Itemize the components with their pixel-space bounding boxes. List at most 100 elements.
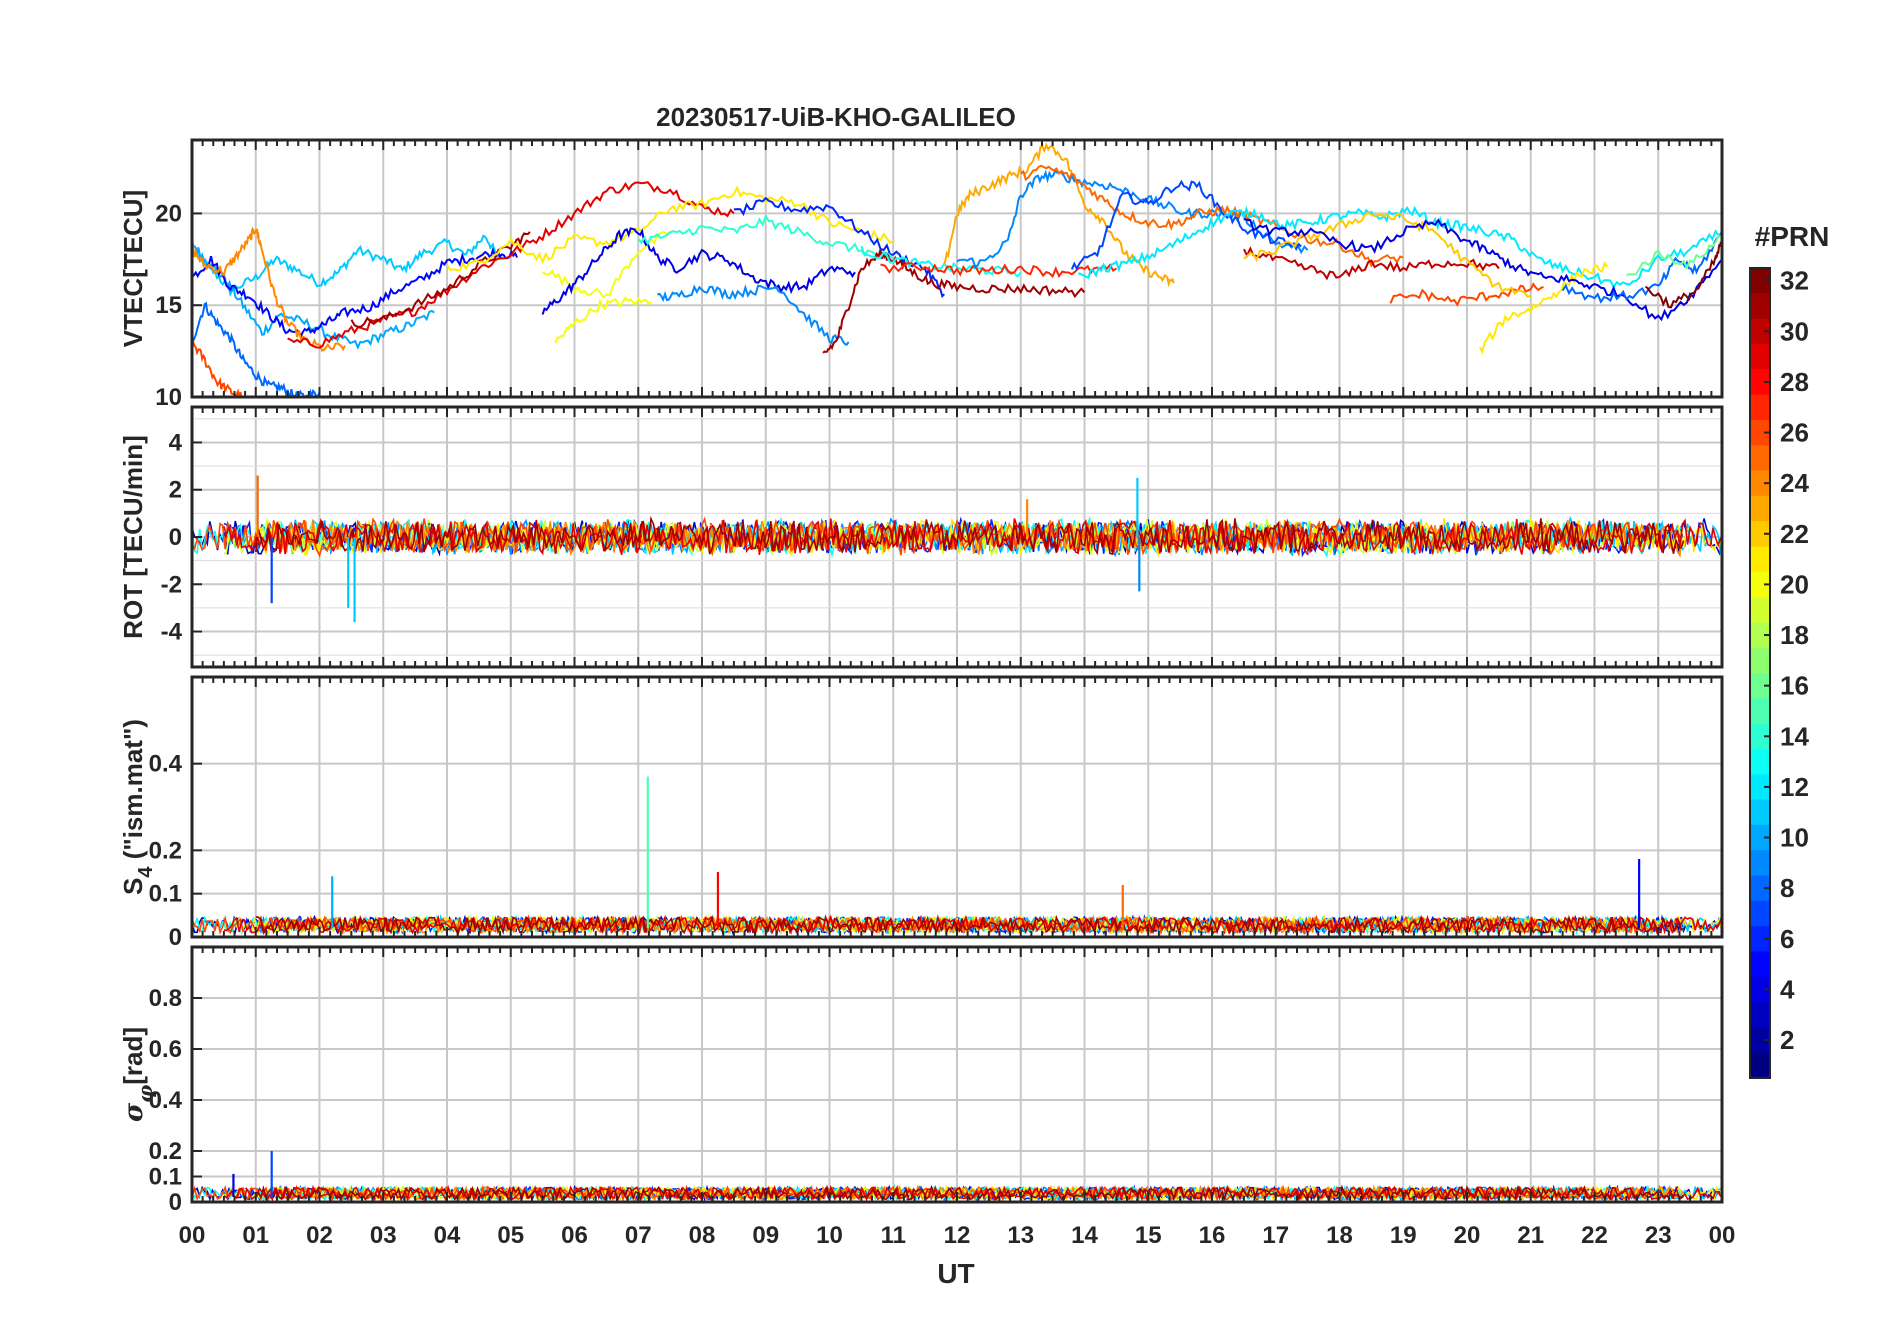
grid-sigma_phi xyxy=(192,947,1722,1202)
ytick-rot: 4 xyxy=(169,429,183,456)
xtick-label: 13 xyxy=(1007,1222,1034,1249)
colorbar-tick: 24 xyxy=(1780,468,1809,498)
grid-s4 xyxy=(192,677,1722,937)
colorbar-tick: 16 xyxy=(1780,671,1809,701)
vtec-series-prn-22 xyxy=(1243,211,1531,298)
vtec-series-prn-25 xyxy=(1020,164,1404,268)
ytick-sigma_phi: 0.2 xyxy=(149,1138,182,1165)
vtec-series-prn-16 xyxy=(1626,234,1722,277)
ytick-s4: 0.2 xyxy=(149,837,182,864)
vtec-series-prn-30 xyxy=(1243,246,1500,281)
xtick-label: 19 xyxy=(1390,1222,1417,1249)
sigma_phi-trace-prn-29 xyxy=(223,1184,1722,1202)
colorbar-tick: 26 xyxy=(1780,418,1809,448)
ytick-rot: 2 xyxy=(169,477,182,504)
xtick-label: 10 xyxy=(816,1222,843,1249)
ylabel-rot: ROT [TECU/min] xyxy=(118,435,148,639)
chart-title: 20230517-UiB-KHO-GALILEO xyxy=(656,102,1016,132)
vtec-series-prn-12 xyxy=(1077,205,1722,290)
xtick-label: 16 xyxy=(1199,1222,1226,1249)
ytick-rot: -2 xyxy=(161,571,182,598)
minor-ticks-rot xyxy=(191,407,1723,667)
ytick-vtec: 15 xyxy=(155,292,182,319)
ytick-sigma_phi: 0.1 xyxy=(149,1164,182,1191)
xtick-label: 23 xyxy=(1645,1222,1672,1249)
vtec-series-prn-14 xyxy=(637,213,895,260)
colorbar-tick: 32 xyxy=(1780,266,1809,296)
minor-ticks-sigma_phi xyxy=(191,947,1723,1202)
vtec-series-prn-8 xyxy=(1561,231,1722,304)
colorbar-label: #PRN xyxy=(1755,221,1830,252)
panel-s4: 0 0.1 0.2 0.4S4 ("ism.mat") xyxy=(118,675,1724,951)
xtick-label: 18 xyxy=(1326,1222,1353,1249)
xtick-label: 05 xyxy=(497,1222,524,1249)
xtick-label: 14 xyxy=(1071,1222,1098,1249)
xtick-label: 06 xyxy=(561,1222,588,1249)
ytick-rot: 0 xyxy=(169,524,182,551)
traces-vtec xyxy=(192,142,1722,397)
vtec-series-prn-7 xyxy=(1070,179,1302,271)
ytick-vtec: 10 xyxy=(155,384,182,411)
colorbar-tick: 14 xyxy=(1780,721,1809,751)
vtec-series-prn-10 xyxy=(192,239,435,350)
xtick-label: 17 xyxy=(1262,1222,1289,1249)
vtec-series-prn-20 xyxy=(554,296,652,344)
vtec-series-prn-11 xyxy=(192,234,499,297)
xtick-label: 15 xyxy=(1135,1222,1162,1249)
minor-ticks-vtec xyxy=(191,140,1723,397)
xtick-label: 12 xyxy=(944,1222,971,1249)
traces-rot xyxy=(192,475,1722,623)
ytick-rot: -4 xyxy=(161,619,183,646)
ytick-vtec: 20 xyxy=(155,200,182,227)
ylabel-sigma-phi: σφ[rad] xyxy=(118,1027,157,1122)
vtec-series-prn-21 xyxy=(1478,261,1609,355)
vtec-series-prn-21 xyxy=(446,185,894,272)
colorbar-tick: 10 xyxy=(1780,823,1809,853)
vtec-series-prn-27 xyxy=(880,262,1117,279)
colorbar-tick: 22 xyxy=(1780,519,1809,549)
colorbar-tick: 18 xyxy=(1780,620,1809,650)
rot-trace-prn-29 xyxy=(223,517,1722,556)
xtick-label: 07 xyxy=(625,1222,652,1249)
xtick-label: 04 xyxy=(434,1222,461,1249)
s4-trace-prn-31 xyxy=(255,914,1685,936)
colorbar-tick: 28 xyxy=(1780,367,1809,397)
xtick-label: 20 xyxy=(1454,1222,1481,1249)
colorbar-tick: 30 xyxy=(1780,316,1809,346)
panel-rot: -4 -2 0 2 4 ROT [TECU/min] xyxy=(118,405,1724,669)
vtec-series-prn-5 xyxy=(192,246,519,340)
vtec-series-prn-4 xyxy=(541,227,856,315)
vtec-series-prn-6 xyxy=(733,196,946,299)
ytick-s4: 0.1 xyxy=(149,881,182,908)
xtick-label: 08 xyxy=(689,1222,716,1249)
vtec-series-prn-26 xyxy=(1389,282,1544,307)
ytick-sigma_phi: 0.6 xyxy=(149,1036,182,1063)
colorbar-tick: 8 xyxy=(1780,873,1794,903)
xtick-label: 00 xyxy=(1709,1222,1736,1249)
colorbar-tick: 2 xyxy=(1780,1025,1794,1055)
colorbar xyxy=(1749,267,1771,1079)
vtec-series-prn-31 xyxy=(822,249,1086,354)
ytick-sigma_phi: 0 xyxy=(169,1189,182,1216)
minor-ticks-s4 xyxy=(191,677,1723,937)
sigma_phi-trace-prn-26 xyxy=(192,1184,1647,1202)
panel-sigma_phi: 00.10.2 0.4 0.6 0.8 σφ[rad] xyxy=(118,945,1724,1216)
xtick-label: 09 xyxy=(752,1222,779,1249)
xtick-label: 11 xyxy=(881,1222,906,1249)
traces-s4 xyxy=(192,776,1722,936)
colorbar-tick: 4 xyxy=(1780,974,1795,1004)
ytick-sigma_phi: 0.8 xyxy=(149,985,182,1012)
ytick-sigma_phi: 0.4 xyxy=(149,1087,183,1114)
xtick-label: 01 xyxy=(242,1222,269,1249)
xtick-label: 03 xyxy=(370,1222,397,1249)
ytick-s4: 0.4 xyxy=(149,751,183,778)
ylabel-vtec: VTEC[TECU] xyxy=(118,190,148,347)
xtick-label: 00 xyxy=(179,1222,206,1249)
panel-vtec: 10 15 20 VTEC[TECU] xyxy=(118,138,1724,411)
xtick-label: 21 xyxy=(1517,1222,1544,1249)
vtec-series-prn-4 xyxy=(1243,218,1722,322)
rot-trace-prn-31 xyxy=(255,515,1685,556)
ylabel-s4: S4 ("ism.mat") xyxy=(118,719,157,895)
vtec-series-prn-31 xyxy=(350,231,531,328)
